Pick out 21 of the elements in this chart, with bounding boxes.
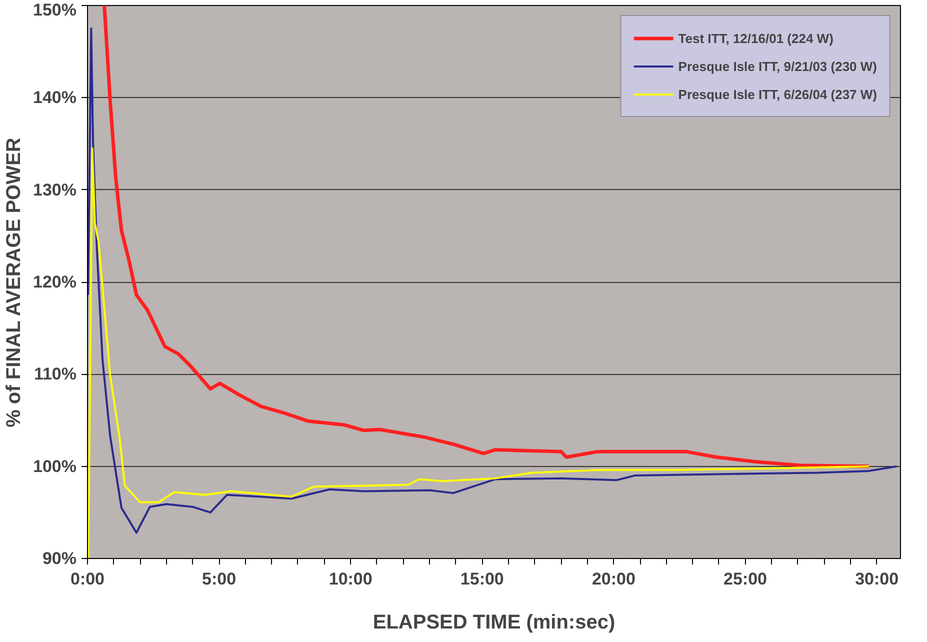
y-tick-label: 150% [33, 0, 77, 20]
x-axis-title: ELAPSED TIME (min:sec) [372, 612, 616, 634]
y-tick-label: 140% [33, 88, 77, 108]
x-tick-label: 30:00 [855, 570, 899, 588]
x-tick-label: 10:00 [328, 570, 372, 588]
x-tick-label: 15:00 [460, 570, 504, 588]
y-tick-label: 90% [42, 549, 77, 568]
y-tick-label: 130% [33, 180, 77, 200]
y-tick-label: 120% [33, 272, 77, 292]
x-tick-label: 5:00 [202, 570, 236, 588]
legend-label: Test ITT, 12/16/01 (224 W) [678, 30, 834, 46]
legend-label: Presque Isle ITT, 6/26/04 (237 W) [678, 86, 877, 102]
line-series [88, 147, 870, 558]
x-tick-label: 0:00 [70, 570, 105, 588]
y-tick-label: 110% [34, 364, 77, 384]
y-axis-title: % of FINAL AVERAGE POWER [3, 137, 26, 428]
x-tick-label: 25:00 [724, 570, 768, 588]
line-series [88, 28, 898, 534]
y-tick-label: 100% [33, 456, 77, 476]
x-tick-label: 20:00 [592, 570, 636, 588]
legend-label: Presque Isle ITT, 9/21/03 (230 W) [678, 58, 877, 74]
